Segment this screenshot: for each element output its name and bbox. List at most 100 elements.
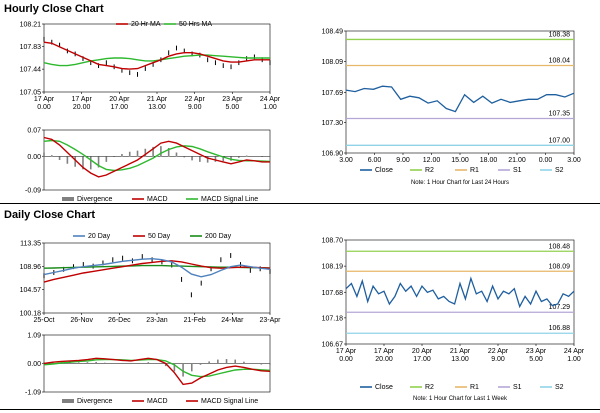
- x-tick-label: 20.00: [375, 356, 393, 363]
- level-label-r2: 108.48: [549, 243, 571, 250]
- divergence-bar: [74, 156, 76, 167]
- x-tick-label: 21 Apr: [450, 348, 471, 355]
- x-tick-label: 13.00: [451, 356, 469, 363]
- x-tick-label: 20.00: [73, 104, 91, 111]
- divergence-bar: [234, 359, 237, 364]
- legend-label: R2: [425, 167, 434, 174]
- divergence-bar: [160, 146, 162, 157]
- y-tick-label: 0.00: [27, 361, 41, 368]
- legend-label: 50 Hrs MA: [179, 21, 212, 28]
- legend-label: Divergence: [77, 196, 113, 203]
- legend-label: MACD: [147, 398, 168, 405]
- divergence-bar: [199, 363, 202, 365]
- y-tick-label: 108.70: [322, 238, 344, 245]
- y-tick-label: 0.00: [27, 154, 41, 161]
- level-label-r1: 108.04: [549, 58, 571, 65]
- level-label-s2: 106.88: [549, 325, 571, 332]
- y-tick-label: 107.69: [322, 90, 344, 97]
- divergence-bar: [147, 362, 150, 364]
- divergence-bar: [144, 148, 147, 157]
- level-label-s2: 107.00: [549, 137, 571, 144]
- legend-label: MACD Signal Line: [201, 398, 258, 405]
- x-tick-label: 15.00: [451, 157, 469, 164]
- section-divider: [0, 203, 600, 204]
- y-tick-label: 106.90: [322, 151, 344, 158]
- ma20-line: [43, 41, 270, 70]
- divergence-bar: [58, 156, 61, 160]
- divergence-bar: [130, 363, 132, 365]
- x-tick-label: 23 Apr: [222, 96, 243, 103]
- x-tick-label: 12.00: [423, 157, 441, 164]
- x-tick-label: 21 Apr: [147, 96, 168, 103]
- divergence-bar: [121, 363, 124, 365]
- x-tick-label: 26-Dec: [108, 317, 131, 324]
- bottom-divider: [0, 409, 600, 410]
- divergence-bar: [173, 363, 176, 372]
- x-tick-label: 22 Apr: [185, 96, 206, 103]
- level-label-s1: 107.35: [549, 110, 571, 117]
- divergence-bar: [95, 361, 97, 364]
- daily-price-plot-frame: [43, 242, 271, 314]
- macd-signal-line: [43, 358, 271, 378]
- y-tick-label: 107.44: [20, 67, 42, 74]
- y-tick-label: 108.96: [20, 264, 42, 271]
- y-tick-label: 107.83: [20, 44, 42, 51]
- legend-label: 20 Day: [88, 233, 111, 240]
- x-tick-label: 24 Apr: [260, 96, 281, 103]
- x-tick-label: 26-Nov: [70, 317, 93, 324]
- close-line: [345, 85, 575, 113]
- y-tick-label: 113.35: [20, 241, 41, 248]
- y-tick-label: -0.09: [25, 188, 41, 195]
- level-label-s1: 107.29: [549, 304, 571, 311]
- divergence-bar: [253, 156, 256, 157]
- divergence-bar: [183, 156, 186, 158]
- divergence-bar: [243, 361, 245, 364]
- divergence-bar: [82, 156, 84, 170]
- divergence-bar: [208, 361, 210, 364]
- x-tick-label: 17.00: [111, 104, 129, 111]
- divergence-bar: [214, 156, 217, 162]
- x-tick-label: 23 Apr: [526, 348, 547, 355]
- divergence-bar: [238, 156, 240, 158]
- legend-label: MACD: [147, 196, 168, 203]
- macd-line: [43, 136, 270, 178]
- divergence-bar: [138, 362, 141, 364]
- y-tick-label: 108.49: [322, 29, 344, 36]
- x-tick-label: 5.00: [226, 104, 240, 111]
- y-tick-label: 0.07: [27, 128, 41, 135]
- y-tick-label: 100.18: [20, 311, 42, 318]
- y-tick-label: 108.19: [322, 264, 344, 271]
- y-tick-label: 108.09: [322, 59, 344, 66]
- x-tick-label: 9.00: [188, 104, 202, 111]
- y-tick-label: 106.67: [322, 342, 344, 349]
- divergence-bar: [77, 362, 80, 364]
- x-tick-label: 24-Mar: [221, 317, 244, 324]
- y-tick-label: 108.21: [20, 22, 42, 29]
- legend-label: R2: [425, 384, 434, 391]
- hourly-section-title: Hourly Close Chart: [4, 3, 104, 15]
- x-tick-label: 5.00: [529, 356, 543, 363]
- divergence-bar: [175, 152, 178, 157]
- x-tick-label: 0.00: [339, 356, 353, 363]
- x-tick-label: 20 Apr: [109, 96, 130, 103]
- divergence-bar: [104, 362, 106, 364]
- divergence-bar: [260, 363, 263, 365]
- legend-swatch: [62, 399, 74, 403]
- legend-label: S1: [513, 167, 522, 174]
- divergence-bar: [121, 154, 123, 157]
- legend-label: Close: [375, 384, 393, 391]
- legend-label: 200 Day: [205, 233, 232, 240]
- chart-note: Note: 1 Hour Chart for Last 1 Week: [413, 396, 508, 402]
- x-tick-label: 3.00: [567, 157, 581, 164]
- x-tick-label: 23-Apr: [259, 317, 281, 324]
- level-label-r2: 108.38: [549, 31, 571, 38]
- x-tick-label: 0.00: [37, 104, 51, 111]
- x-tick-label: 17 Apr: [72, 96, 93, 103]
- x-tick-label: 17 Apr: [34, 96, 55, 103]
- divergence-bar: [50, 155, 53, 157]
- divergence-bar: [113, 156, 115, 157]
- x-tick-label: 13.00: [148, 104, 166, 111]
- divergence-bar: [225, 359, 228, 364]
- divergence-bar: [86, 362, 89, 364]
- x-tick-label: 22 Apr: [488, 348, 509, 355]
